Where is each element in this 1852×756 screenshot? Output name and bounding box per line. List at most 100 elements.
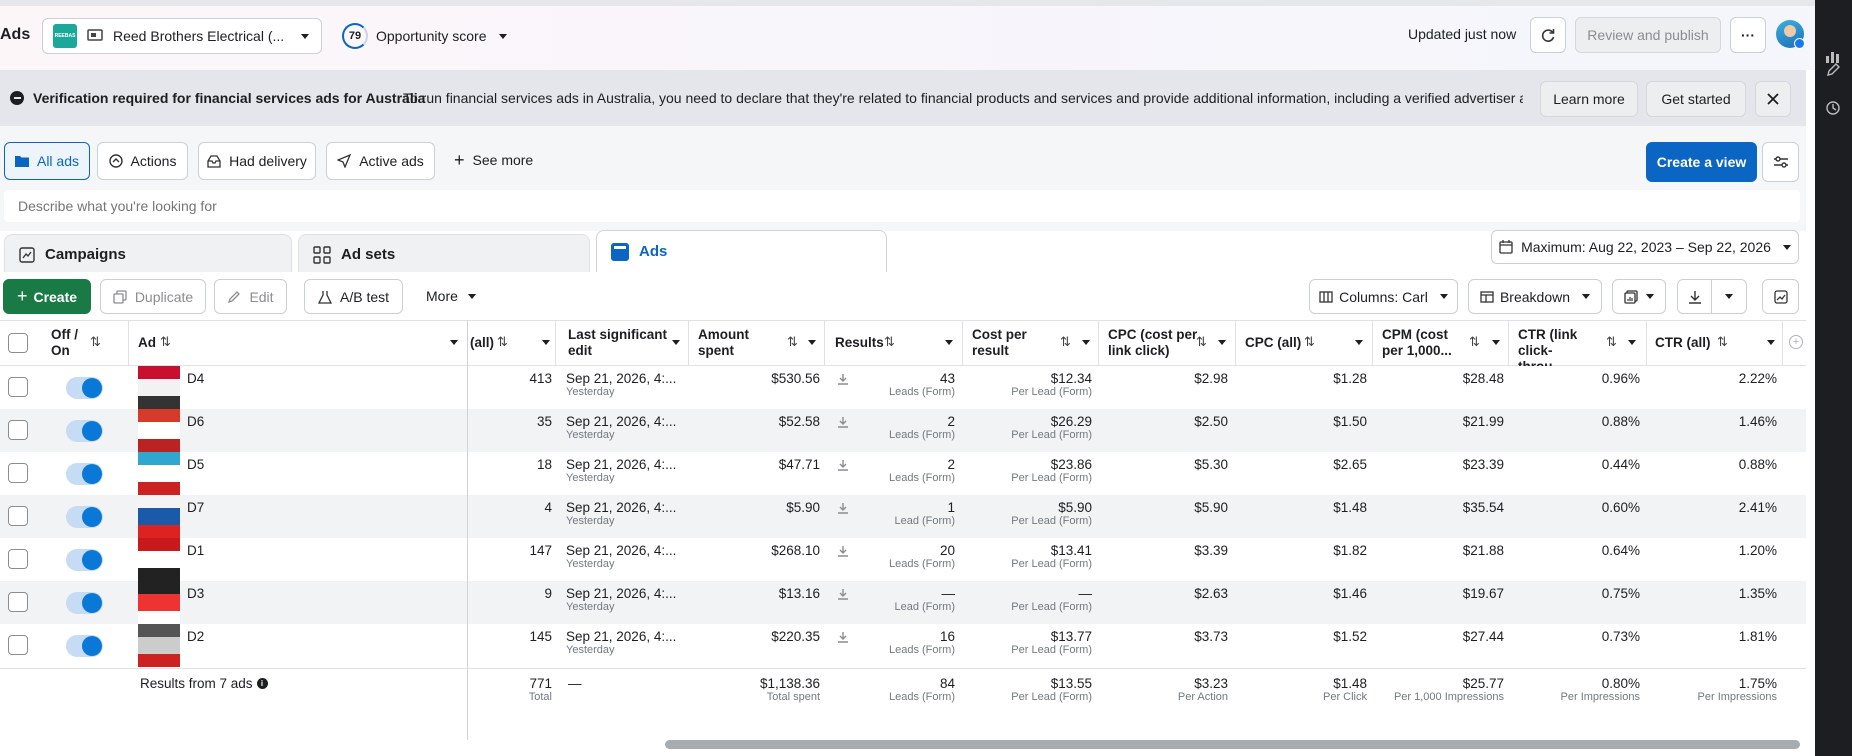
- download-icon[interactable]: [838, 503, 848, 514]
- sort-icon[interactable]: ⇅: [497, 334, 508, 349]
- header-cpc-link[interactable]: CPC (cost per link click): [1108, 327, 1198, 358]
- create-button[interactable]: + Create: [3, 279, 91, 314]
- sort-icon[interactable]: ⇅: [1469, 334, 1480, 349]
- ad-thumbnail[interactable]: [138, 624, 180, 667]
- chart-toggle-button[interactable]: [1762, 279, 1799, 314]
- create-view-button[interactable]: Create a view: [1646, 142, 1757, 182]
- ad-name[interactable]: D4: [187, 371, 205, 386]
- ad-toggle[interactable]: [66, 420, 103, 442]
- edit-button[interactable]: Edit: [214, 279, 287, 314]
- header-off-on[interactable]: Off / On: [51, 327, 78, 358]
- ad-name[interactable]: D6: [187, 414, 205, 429]
- header-last-edit[interactable]: Last significant edit: [568, 327, 668, 358]
- chevron-down-icon[interactable]: [1628, 340, 1636, 345]
- sort-icon[interactable]: ⇅: [1060, 334, 1071, 349]
- opportunity-score[interactable]: 79 Opportunity score: [342, 23, 507, 49]
- see-more-button[interactable]: + See more: [454, 151, 533, 169]
- tab-campaigns[interactable]: Campaigns: [4, 234, 292, 274]
- download-icon[interactable]: [838, 632, 848, 643]
- close-banner-button[interactable]: [1755, 81, 1791, 117]
- chevron-down-icon[interactable]: [672, 340, 680, 345]
- table-row[interactable]: [0, 538, 1806, 581]
- header-cpm[interactable]: CPM (cost per 1,000...: [1382, 327, 1452, 358]
- header-ctr-all[interactable]: CTR (all): [1655, 335, 1711, 350]
- header-all[interactable]: (all): [470, 335, 495, 350]
- horizontal-scrollbar[interactable]: [665, 740, 1800, 749]
- reports-button[interactable]: [1612, 279, 1666, 314]
- ad-toggle[interactable]: [66, 506, 103, 528]
- ad-toggle[interactable]: [66, 549, 103, 571]
- columns-button[interactable]: Columns: Carl: [1309, 279, 1458, 314]
- add-column-icon[interactable]: +: [1789, 335, 1803, 349]
- header-ad[interactable]: Ad: [138, 335, 156, 350]
- filter-actions[interactable]: Actions: [97, 142, 188, 180]
- row-checkbox[interactable]: [8, 549, 28, 569]
- chevron-down-icon[interactable]: [1767, 340, 1775, 345]
- sort-icon[interactable]: ⇅: [90, 334, 101, 349]
- row-checkbox[interactable]: [8, 463, 28, 483]
- ad-thumbnail[interactable]: [138, 581, 180, 624]
- row-checkbox[interactable]: [8, 635, 28, 655]
- chevron-down-icon[interactable]: [808, 340, 816, 345]
- filter-had-delivery[interactable]: Had delivery: [198, 142, 316, 180]
- ad-thumbnail[interactable]: [138, 495, 180, 538]
- filter-all-ads[interactable]: All ads: [4, 142, 90, 180]
- row-checkbox[interactable]: [8, 506, 28, 526]
- account-selector[interactable]: REEBAS Reed Brothers Electrical (...: [42, 18, 322, 54]
- table-row[interactable]: [0, 495, 1806, 538]
- breakdown-button[interactable]: Breakdown: [1468, 279, 1602, 314]
- select-all-checkbox[interactable]: [8, 333, 28, 353]
- sort-icon[interactable]: ⇅: [1304, 334, 1315, 349]
- more-button[interactable]: More: [426, 288, 476, 304]
- ad-toggle[interactable]: [66, 592, 103, 614]
- chevron-down-icon[interactable]: [1355, 340, 1363, 345]
- get-started-button[interactable]: Get started: [1646, 81, 1746, 117]
- export-button[interactable]: [1677, 279, 1747, 314]
- row-checkbox[interactable]: [8, 420, 28, 440]
- search-input[interactable]: [4, 190, 1800, 222]
- sort-icon[interactable]: ⇅: [884, 334, 895, 349]
- sort-icon[interactable]: ⇅: [787, 334, 798, 349]
- row-checkbox[interactable]: [8, 377, 28, 397]
- sort-icon[interactable]: ⇅: [160, 334, 171, 349]
- view-settings-button[interactable]: [1762, 142, 1799, 182]
- tab-ad-sets[interactable]: Ad sets: [298, 234, 590, 274]
- filter-active-ads[interactable]: Active ads: [326, 142, 435, 180]
- ad-name[interactable]: D1: [187, 543, 205, 558]
- ad-name[interactable]: D3: [187, 586, 205, 601]
- tab-ads[interactable]: Ads: [596, 230, 887, 272]
- header-amount-spent[interactable]: Amount spent: [698, 327, 749, 358]
- ad-thumbnail[interactable]: [138, 409, 180, 452]
- sort-icon[interactable]: ⇅: [1606, 334, 1617, 349]
- info-icon[interactable]: i: [256, 678, 268, 689]
- history-icon[interactable]: [1825, 100, 1841, 116]
- chevron-down-icon[interactable]: [542, 340, 550, 345]
- ad-name[interactable]: D2: [187, 629, 205, 644]
- review-publish-button[interactable]: Review and publish: [1575, 17, 1721, 53]
- ad-thumbnail[interactable]: [138, 452, 180, 495]
- table-row[interactable]: [0, 409, 1806, 452]
- download-icon[interactable]: [838, 460, 848, 471]
- ad-name[interactable]: D5: [187, 457, 205, 472]
- table-row[interactable]: [0, 624, 1806, 667]
- row-checkbox[interactable]: [8, 592, 28, 612]
- learn-more-button[interactable]: Learn more: [1540, 81, 1638, 117]
- table-row[interactable]: [0, 366, 1806, 409]
- avatar[interactable]: [1776, 20, 1805, 49]
- download-icon[interactable]: [838, 417, 848, 428]
- sort-icon[interactable]: ⇅: [1196, 334, 1207, 349]
- pencil-icon[interactable]: [1825, 62, 1841, 78]
- date-range-picker[interactable]: Maximum: Aug 22, 2023 – Sep 22, 2026: [1491, 230, 1799, 264]
- ad-toggle[interactable]: [66, 463, 103, 485]
- chevron-down-icon[interactable]: [1082, 340, 1090, 345]
- chevron-down-icon[interactable]: [945, 340, 953, 345]
- ab-test-button[interactable]: A/B test: [304, 279, 403, 314]
- download-icon[interactable]: [838, 374, 848, 385]
- ad-thumbnail[interactable]: [138, 366, 180, 409]
- table-row[interactable]: [0, 581, 1806, 624]
- download-icon[interactable]: [838, 546, 848, 557]
- ad-toggle[interactable]: [66, 635, 103, 657]
- chevron-down-icon[interactable]: [450, 340, 458, 345]
- chart-icon[interactable]: [1825, 50, 1841, 64]
- refresh-button[interactable]: [1530, 17, 1566, 53]
